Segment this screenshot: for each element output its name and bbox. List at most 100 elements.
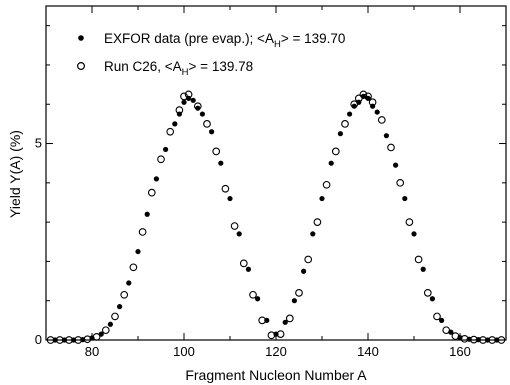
exfor-data-point — [420, 266, 426, 272]
run-c26-data-point — [203, 120, 211, 128]
run-c26-data-point — [341, 120, 349, 128]
legend: EXFOR data (pre evap.); <AH> = 139.70 Ru… — [76, 31, 345, 78]
run-c26-data-point — [304, 255, 313, 264]
run-c26-data-point — [331, 147, 340, 156]
run-c26-data-point — [497, 336, 506, 344]
x-tick-label: 120 — [265, 344, 287, 359]
exfor-data-point — [181, 99, 187, 105]
exfor-data-point — [337, 131, 343, 137]
run-c26-data-point — [184, 90, 193, 99]
exfor-data-point — [319, 195, 325, 202]
exfor-data-point — [163, 146, 169, 153]
run-c26-data-point — [175, 106, 184, 114]
run-c26-data-point — [138, 228, 147, 236]
run-c26-data-point — [83, 335, 92, 344]
run-c26-data-point — [451, 332, 460, 340]
run-c26-data-point — [364, 92, 372, 101]
x-tick-label: 80 — [85, 344, 99, 359]
exfor-data-point — [347, 111, 353, 117]
run-c26-data-point — [212, 147, 221, 156]
run-c26-data-point — [129, 263, 138, 272]
run-c26-data-point — [414, 255, 423, 264]
exfor-data-point — [429, 296, 435, 302]
exfor-data-point — [236, 231, 242, 237]
run-c26-data-point — [157, 155, 165, 164]
exfor-data-point — [393, 162, 399, 168]
exfor-data-point — [190, 97, 196, 103]
run-c26-data-point — [322, 180, 331, 189]
legend-marker-run-c26 — [76, 61, 85, 70]
exfor-data-point — [172, 121, 178, 127]
run-c26-data-point — [46, 336, 55, 344]
run-c26-data-point — [460, 334, 469, 343]
run-c26-data-point — [423, 288, 432, 297]
run-c26-data-point — [111, 312, 119, 321]
run-c26-data-point — [350, 100, 359, 109]
exfor-data-point — [255, 296, 261, 302]
legend-marker-exfor — [78, 35, 84, 41]
exfor-data-point — [282, 319, 288, 325]
run-c26-data-point — [92, 333, 101, 341]
run-c26-data-point — [74, 336, 83, 344]
run-c26-data-point — [442, 326, 451, 335]
exfor-data-point — [144, 211, 150, 217]
run-c26-data-point — [377, 116, 386, 124]
run-c26-data-point — [433, 312, 441, 321]
run-c26-data-point — [101, 326, 110, 335]
run-c26-data-point — [239, 259, 248, 268]
y-tick-label: 0 — [35, 332, 42, 347]
run-c26-data-point — [120, 290, 129, 299]
run-c26-data-point — [267, 331, 276, 340]
run-c26-data-point — [354, 94, 363, 103]
run-c26-data-point — [313, 218, 322, 226]
legend-label-exfor: EXFOR data (pre evap.); <AH> = 139.70 — [104, 31, 345, 50]
exfor-data-point — [310, 231, 316, 237]
x-tick-label: 100 — [173, 344, 195, 359]
run-c26-data-point — [258, 316, 267, 325]
exfor-data-point — [227, 195, 233, 202]
exfor-data-point — [107, 321, 113, 327]
run-c26-data-point — [396, 178, 405, 187]
run-c26-data-point — [193, 102, 202, 111]
axis-ticks — [45, 6, 507, 341]
y-axis-label: Yield Y(A) (%) — [7, 130, 23, 218]
run-c26-data-point — [359, 90, 368, 99]
y-tick-label: 5 — [35, 136, 42, 151]
data-points — [46, 90, 506, 344]
run-c26-data-point — [55, 336, 64, 344]
exfor-data-point — [402, 195, 408, 202]
plot-frame — [45, 5, 507, 341]
run-c26-data-point — [295, 288, 303, 297]
tick-labels: 80 100 120 140 160 0 5 — [35, 136, 471, 359]
run-c26-data-point — [479, 336, 487, 344]
run-c26-data-point — [230, 222, 239, 230]
exfor-data-point — [153, 176, 159, 182]
exfor-data-point — [411, 231, 417, 237]
exfor-data-point — [117, 304, 123, 310]
run-c26-data-point — [147, 188, 156, 197]
run-c26-data-point — [488, 336, 497, 344]
exfor-data-point — [126, 280, 132, 286]
run-c26-data-point — [387, 143, 395, 152]
run-c26-data-point — [276, 330, 285, 338]
x-tick-label: 140 — [357, 344, 379, 359]
exfor-data-point — [291, 298, 297, 304]
exfor-data-point — [439, 317, 445, 323]
run-c26-data-point — [249, 290, 257, 299]
exfor-data-point — [218, 160, 224, 166]
run-c26-data-point — [469, 335, 478, 344]
run-c26-data-point — [180, 92, 188, 101]
exfor-data-point — [374, 109, 380, 115]
exfor-data-point — [245, 266, 251, 272]
run-c26-data-point — [405, 218, 414, 226]
run-c26-data-point — [221, 184, 230, 193]
exfor-data-point — [209, 129, 215, 135]
exfor-data-point — [301, 268, 307, 274]
x-axis-label: Fragment Nucleon Number A — [185, 367, 367, 383]
exfor-data-point — [199, 111, 205, 117]
run-c26-data-point — [368, 98, 377, 107]
run-c26-data-point — [65, 336, 73, 344]
exfor-data-point — [383, 133, 389, 139]
run-c26-data-point — [166, 127, 175, 136]
